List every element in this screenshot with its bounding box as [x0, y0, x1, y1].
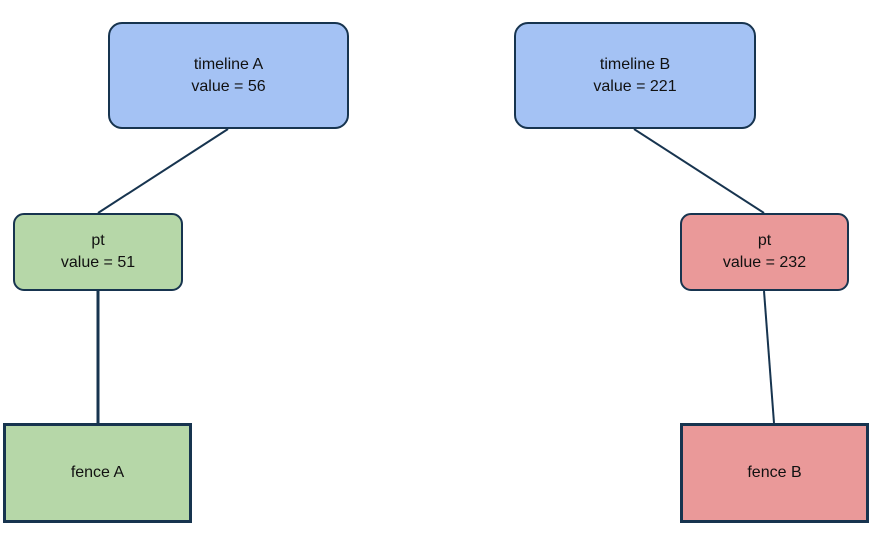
timeline-b-title: timeline B: [599, 55, 671, 73]
timeline-a-value: value = 56: [191, 77, 266, 95]
connector-timeline-a-to-pt-a: [97, 128, 229, 214]
fence-b-label: fence B: [747, 464, 802, 481]
fence-a-node: fence A: [3, 423, 192, 523]
pt-b-node: pt value = 232: [680, 213, 849, 291]
pt-b-title: pt: [757, 232, 772, 249]
timeline-a-title: timeline A: [193, 55, 264, 73]
connector-pt-b-to-fence-b: [763, 290, 775, 424]
fence-a-label: fence A: [70, 464, 125, 481]
connector-timeline-b-to-pt-b: [633, 128, 765, 214]
timeline-b-value: value = 221: [593, 77, 677, 95]
timeline-b-node: timeline B value = 221: [514, 22, 756, 129]
pt-a-value: value = 51: [60, 254, 136, 271]
timeline-a-node: timeline A value = 56: [108, 22, 349, 129]
pt-a-node: pt value = 51: [13, 213, 183, 291]
fence-b-node: fence B: [680, 423, 869, 523]
pt-b-value: value = 232: [722, 254, 807, 271]
pt-a-title: pt: [91, 232, 105, 249]
